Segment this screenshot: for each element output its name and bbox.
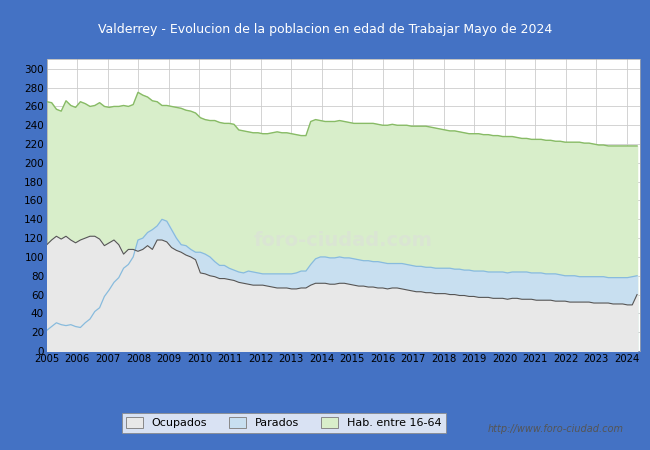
Legend: Ocupados, Parados, Hab. entre 16-64: Ocupados, Parados, Hab. entre 16-64 <box>122 413 446 433</box>
Text: Valderrey - Evolucion de la poblacion en edad de Trabajar Mayo de 2024: Valderrey - Evolucion de la poblacion en… <box>98 23 552 36</box>
Text: http://www.foro-ciudad.com: http://www.foro-ciudad.com <box>488 424 624 434</box>
Text: foro-ciudad.com: foro-ciudad.com <box>254 231 433 250</box>
